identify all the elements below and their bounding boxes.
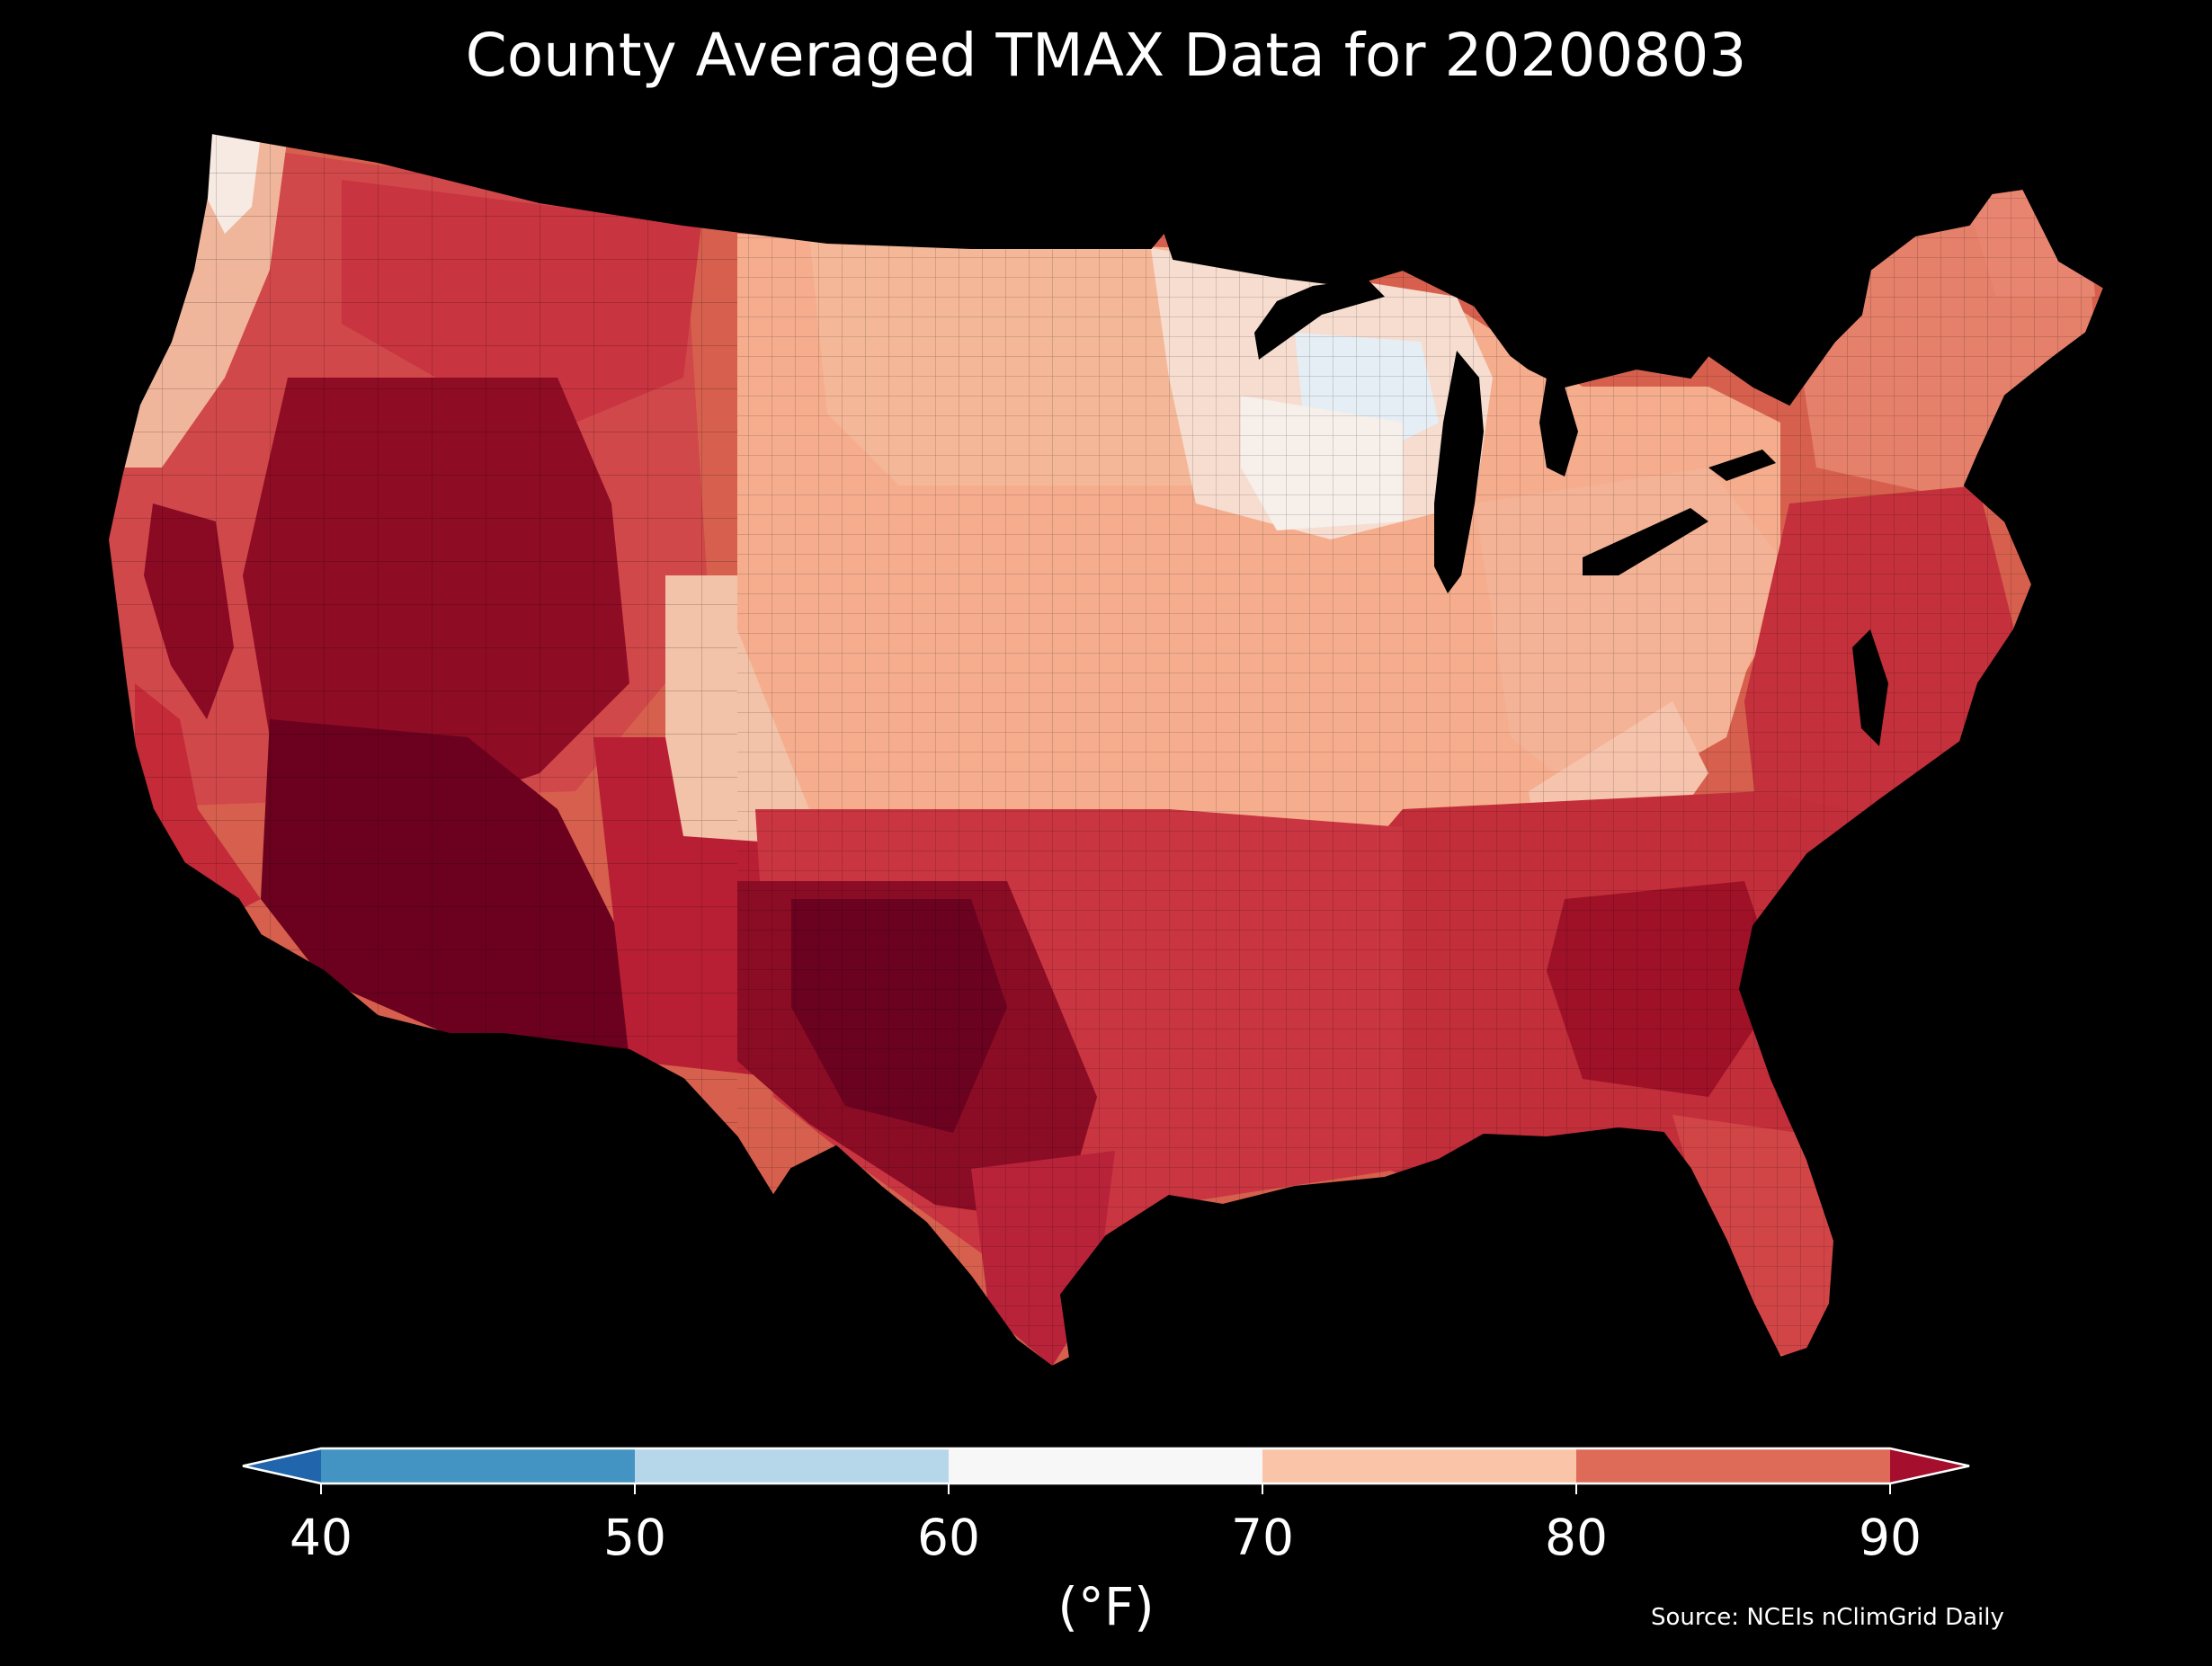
- colorbar-bin-50-60: [635, 1448, 949, 1483]
- colorbar-bin-70-80: [1262, 1448, 1576, 1483]
- lake-superior: [1254, 279, 1385, 360]
- colorbar-tick-label: 70: [1231, 1509, 1294, 1566]
- colorbar-units-label: (°F): [1057, 1576, 1155, 1637]
- colorbar-bin-40-50: [321, 1448, 635, 1483]
- colorbar-tick-label: 60: [917, 1509, 980, 1566]
- colorbar-extend-high: [1890, 1448, 1969, 1483]
- map-title: County Averaged TMAX Data for 20200803: [465, 21, 1747, 90]
- conus-outline: [106, 131, 2106, 1368]
- colorbar-tick-label: 50: [603, 1509, 666, 1566]
- colorbar-tick-label: 40: [290, 1509, 352, 1566]
- colorbar-bin-60-70: [949, 1448, 1262, 1483]
- lake-michigan: [1434, 351, 1484, 593]
- lake-huron: [1539, 378, 1578, 477]
- colorbar-extend-low: [243, 1448, 321, 1483]
- colorbar-tick-label: 90: [1859, 1509, 1922, 1566]
- lake-erie: [1583, 508, 1708, 575]
- chesapeake-bay: [1852, 629, 1888, 746]
- lake-ontario: [1708, 450, 1776, 481]
- colorbar-bin-80-90: [1576, 1448, 1890, 1483]
- colorbar-tick-label: 80: [1545, 1509, 1608, 1566]
- source-note: Source: NCEIs nClimGrid Daily: [1651, 1604, 2004, 1631]
